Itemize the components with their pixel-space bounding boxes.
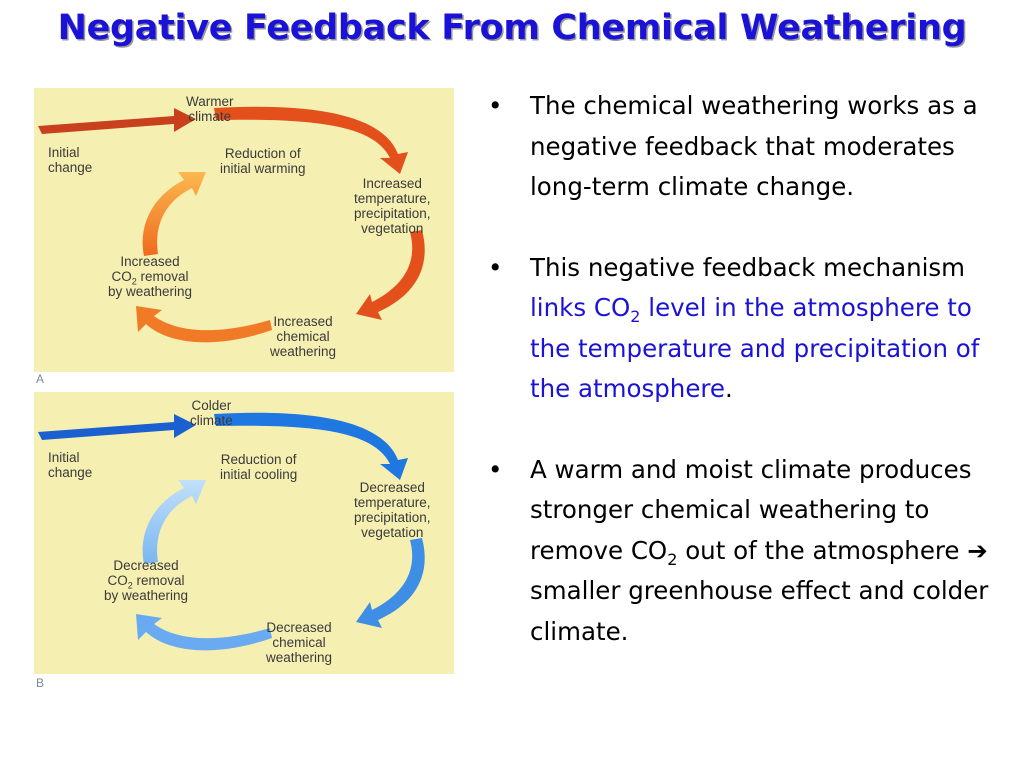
initial-change-label: Initial change bbox=[48, 145, 93, 175]
colder-climate-label: Colder climate bbox=[190, 398, 233, 428]
bullet-3: • A warm and moist climate produces stro… bbox=[488, 450, 1018, 653]
right-arrow-icon: ➔ bbox=[967, 535, 988, 565]
diagram-b-arrows bbox=[38, 412, 425, 651]
panel-b-label: B bbox=[36, 676, 45, 690]
diagram-a-panel: Warmer climate Initial change Reduction … bbox=[34, 88, 454, 372]
bullet-marker: • bbox=[488, 252, 503, 282]
bullet-marker: • bbox=[488, 91, 503, 120]
bullet-1: • The chemical weathering works as a neg… bbox=[488, 86, 1018, 208]
initial-cooling-arrow bbox=[38, 414, 196, 440]
warm-arrow-bottom-left bbox=[136, 306, 272, 343]
increased-temperature-label: Increased temperature, precipitation, ve… bbox=[354, 176, 431, 236]
diagram-a-arrows bbox=[38, 106, 425, 343]
bullet-3-text: A warm and moist climate produces strong… bbox=[530, 454, 989, 646]
warm-arrow-left-up bbox=[142, 172, 206, 256]
warm-arrow-top-right bbox=[214, 106, 408, 174]
initial-warming-arrow bbox=[38, 108, 196, 134]
bullet-2: • This negative feedback mechanism links… bbox=[488, 248, 1018, 410]
co2-removal-label: Increased CO2 removal by weathering bbox=[108, 254, 193, 299]
bullet-list: • The chemical weathering works as a neg… bbox=[488, 86, 1018, 692]
reduction-warming-label: Reduction of initial warming bbox=[220, 146, 306, 176]
cold-arrow-right-bottom bbox=[356, 538, 425, 628]
panel-a-label: A bbox=[36, 372, 45, 386]
decreased-weathering-label: Decreased chemical weathering bbox=[266, 620, 333, 665]
increased-weathering-label: Increased chemical weathering bbox=[270, 314, 337, 359]
diagram-b-panel: Colder climate Initial change Reduction … bbox=[34, 392, 454, 674]
cold-arrow-left-up bbox=[142, 480, 206, 564]
cold-arrow-bottom-left bbox=[136, 614, 272, 651]
reduction-cooling-label: Reduction of initial cooling bbox=[220, 452, 298, 482]
bullet-marker: • bbox=[488, 454, 503, 484]
co2-removal-label-b: Decreased CO2 removal by weathering bbox=[104, 558, 189, 603]
warmer-climate-label: Warmer climate bbox=[186, 94, 234, 124]
cold-arrow-top-right bbox=[214, 412, 408, 480]
bullet-2-text: This negative feedback mechanism links C… bbox=[530, 252, 980, 404]
bullet-1-text: The chemical weathering works as a negat… bbox=[530, 91, 978, 201]
slide-title: Negative Feedback From Chemical Weatheri… bbox=[57, 8, 967, 48]
warm-arrow-right-bottom bbox=[356, 230, 425, 320]
decreased-temperature-label: Decreased temperature, precipitation, ve… bbox=[354, 480, 431, 540]
initial-change-label-b: Initial change bbox=[48, 450, 93, 480]
